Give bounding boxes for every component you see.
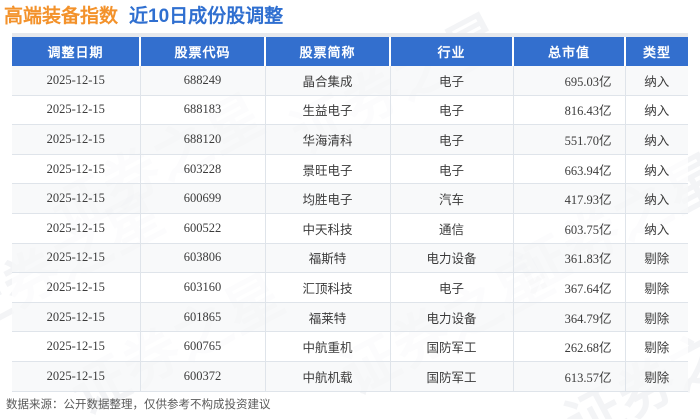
column-header-industry[interactable]: 行业: [390, 37, 514, 66]
cell-market-cap: 695.03亿: [513, 66, 626, 96]
cell-stock-name: 晶合集成: [265, 66, 391, 96]
cell-stock-code: 600765: [140, 331, 266, 362]
cell-stock-code: 688249: [140, 66, 266, 96]
cell-stock-code: 600522: [140, 213, 266, 244]
cell-date: 2025-12-15: [12, 302, 141, 333]
column-header-mktcap[interactable]: 总市值: [513, 37, 626, 66]
cell-market-cap: 603.75亿: [513, 213, 626, 244]
cell-market-cap: 613.57亿: [513, 361, 626, 392]
cell-industry: 电子: [390, 154, 514, 185]
cell-adjust-type: 纳入: [625, 95, 688, 126]
cell-market-cap: 367.64亿: [513, 272, 626, 303]
page-subtitle-label: 近10日成份股调整: [129, 5, 284, 27]
cell-stock-code: 603228: [140, 154, 266, 185]
data-source-note: 数据来源：公开数据整理，仅供参考不构成投资建议: [6, 399, 271, 411]
index-name-label: 高端装备指数: [4, 5, 119, 27]
cell-date: 2025-12-15: [12, 272, 141, 303]
table-row[interactable]: 2025-12-15 688249 晶合集成 电子 695.03亿 纳入: [12, 66, 688, 96]
cell-adjust-type: 剔除: [625, 331, 688, 362]
cell-stock-name: 均胜电子: [265, 183, 391, 214]
cell-stock-name: 中天科技: [265, 213, 391, 244]
cell-adjust-type: 纳入: [625, 213, 688, 244]
cell-industry: 国防军工: [390, 331, 514, 362]
cell-stock-code: 603806: [140, 243, 266, 274]
cell-adjust-type: 纳入: [625, 124, 688, 155]
cell-date: 2025-12-15: [12, 213, 141, 244]
cell-date: 2025-12-15: [12, 183, 141, 214]
table-row[interactable]: 2025-12-15 600372 中航机载 国防军工 613.57亿 剔除: [12, 361, 688, 392]
constituent-adjustment-table: 调整日期 股票代码 股票简称 行业 总市值 类型 2025-12-15 68824…: [12, 37, 688, 392]
cell-date: 2025-12-15: [12, 361, 141, 392]
cell-industry: 电子: [390, 272, 514, 303]
table-row[interactable]: 2025-12-15 600522 中天科技 通信 603.75亿 纳入: [12, 213, 688, 244]
cell-industry: 汽车: [390, 183, 514, 214]
cell-industry: 电子: [390, 66, 514, 96]
cell-stock-code: 688183: [140, 95, 266, 126]
constituent-adjustment-table-wrapper: 调整日期 股票代码 股票简称 行业 总市值 类型 2025-12-15 68824…: [12, 33, 688, 392]
cell-adjust-type: 剔除: [625, 302, 688, 333]
cell-stock-name: 华海清科: [265, 124, 391, 155]
cell-market-cap: 551.70亿: [513, 124, 626, 155]
table-row[interactable]: 2025-12-15 603806 福斯特 电力设备 361.83亿 剔除: [12, 243, 688, 274]
cell-industry: 国防军工: [390, 361, 514, 392]
column-header-code[interactable]: 股票代码: [140, 37, 266, 66]
cell-date: 2025-12-15: [12, 243, 141, 274]
cell-industry: 电力设备: [390, 243, 514, 274]
cell-market-cap: 262.68亿: [513, 331, 626, 362]
cell-adjust-type: 纳入: [625, 154, 688, 185]
cell-adjust-type: 纳入: [625, 183, 688, 214]
cell-stock-name: 中航机载: [265, 361, 391, 392]
cell-industry: 电子: [390, 124, 514, 155]
cell-stock-code: 601865: [140, 302, 266, 333]
cell-date: 2025-12-15: [12, 124, 141, 155]
table-row[interactable]: 2025-12-15 600765 中航重机 国防军工 262.68亿 剔除: [12, 331, 688, 362]
cell-stock-name: 生益电子: [265, 95, 391, 126]
table-row[interactable]: 2025-12-15 603160 汇顶科技 电子 367.64亿 剔除: [12, 272, 688, 303]
page-title: 高端装备指数 近10日成份股调整: [4, 2, 283, 30]
cell-industry: 电子: [390, 95, 514, 126]
cell-market-cap: 663.94亿: [513, 154, 626, 185]
table-row[interactable]: 2025-12-15 688183 生益电子 电子 816.43亿 纳入: [12, 95, 688, 126]
cell-stock-code: 600699: [140, 183, 266, 214]
cell-stock-code: 688120: [140, 124, 266, 155]
cell-stock-name: 景旺电子: [265, 154, 391, 185]
cell-stock-name: 福莱特: [265, 302, 391, 333]
cell-industry: 电力设备: [390, 302, 514, 333]
cell-market-cap: 364.79亿: [513, 302, 626, 333]
table-header-row: 调整日期 股票代码 股票简称 行业 总市值 类型: [12, 37, 688, 66]
table-row[interactable]: 2025-12-15 600699 均胜电子 汽车 417.93亿 纳入: [12, 183, 688, 214]
cell-adjust-type: 剔除: [625, 272, 688, 303]
cell-market-cap: 417.93亿: [513, 183, 626, 214]
table-row[interactable]: 2025-12-15 601865 福莱特 电力设备 364.79亿 剔除: [12, 302, 688, 333]
column-header-type[interactable]: 类型: [625, 37, 688, 66]
cell-stock-code: 600372: [140, 361, 266, 392]
cell-stock-name: 汇顶科技: [265, 272, 391, 303]
cell-adjust-type: 剔除: [625, 243, 688, 274]
table-row[interactable]: 2025-12-15 688120 华海清科 电子 551.70亿 纳入: [12, 124, 688, 155]
column-header-name[interactable]: 股票简称: [265, 37, 391, 66]
cell-date: 2025-12-15: [12, 66, 141, 96]
cell-market-cap: 816.43亿: [513, 95, 626, 126]
cell-adjust-type: 纳入: [625, 66, 688, 96]
column-header-date[interactable]: 调整日期: [12, 37, 141, 66]
cell-date: 2025-12-15: [12, 154, 141, 185]
cell-stock-name: 中航重机: [265, 331, 391, 362]
table-top-strip: [12, 33, 688, 37]
cell-adjust-type: 剔除: [625, 361, 688, 392]
table-body: 2025-12-15 688249 晶合集成 电子 695.03亿 纳入 2025-12-1…: [12, 66, 688, 392]
cell-stock-name: 福斯特: [265, 243, 391, 274]
table-header: 调整日期 股票代码 股票简称 行业 总市值 类型: [12, 37, 688, 66]
cell-date: 2025-12-15: [12, 95, 141, 126]
table-row[interactable]: 2025-12-15 603228 景旺电子 电子 663.94亿 纳入: [12, 154, 688, 185]
cell-date: 2025-12-15: [12, 331, 141, 362]
cell-market-cap: 361.83亿: [513, 243, 626, 274]
cell-industry: 通信: [390, 213, 514, 244]
cell-stock-code: 603160: [140, 272, 266, 303]
